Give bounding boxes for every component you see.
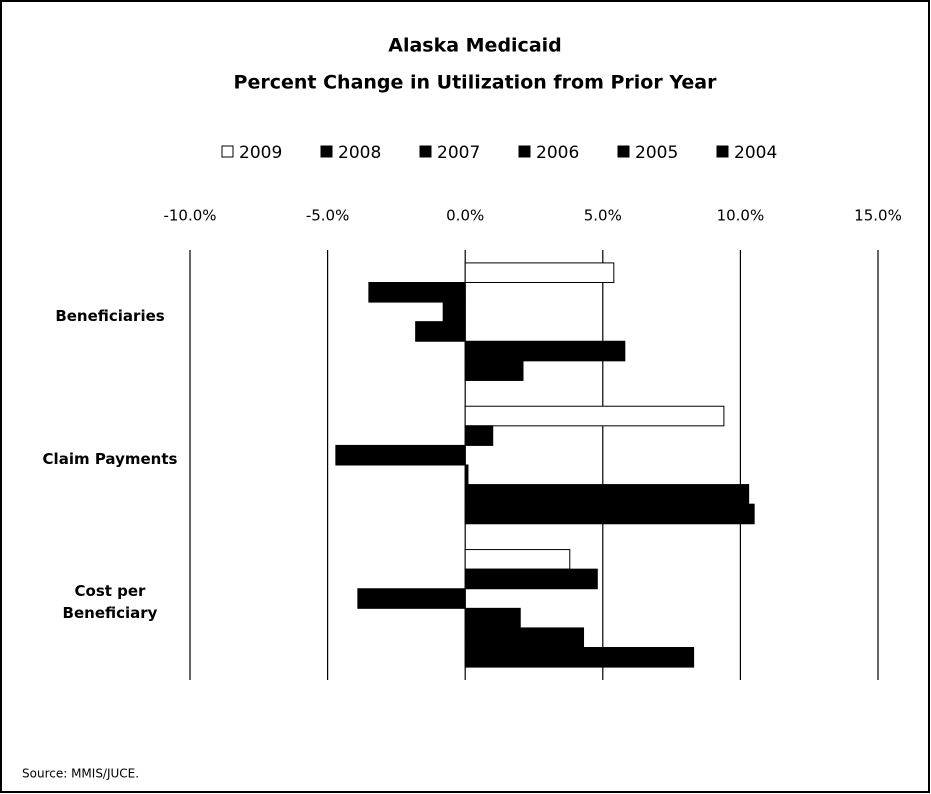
legend-label: 2008 — [338, 143, 381, 163]
bar — [464, 360, 524, 381]
x-tick-label: 15.0% — [854, 207, 902, 225]
legend-swatch — [419, 145, 432, 158]
bar — [464, 340, 626, 362]
legend-swatch — [221, 145, 234, 158]
bar — [464, 607, 521, 629]
bar — [464, 549, 571, 570]
category-label: Beneficiaries — [55, 306, 165, 325]
bar — [442, 301, 466, 323]
legend-swatch — [716, 145, 729, 158]
x-tick-label: 0.0% — [446, 207, 484, 225]
x-tick-label: -10.0% — [163, 207, 216, 225]
legend-label: 2004 — [734, 143, 777, 163]
bar — [464, 464, 469, 486]
bar — [415, 321, 466, 342]
bar — [464, 568, 598, 590]
legend-label: 2009 — [239, 143, 282, 163]
category-label: Cost per Beneficiary — [62, 582, 158, 623]
bar — [357, 588, 466, 609]
legend-label: 2006 — [536, 143, 579, 163]
bar — [368, 281, 466, 303]
legend-swatch — [617, 145, 630, 158]
bar — [464, 484, 750, 505]
bar — [464, 425, 494, 446]
x-tick-label: -5.0% — [306, 207, 350, 225]
category-label: Claim Payments — [42, 450, 178, 468]
chart-title: Alaska Medicaid — [388, 35, 562, 57]
bar — [335, 444, 466, 466]
bar — [464, 503, 755, 525]
bar — [464, 405, 725, 427]
chart-subtitle: Percent Change in Utilization from Prior… — [234, 72, 718, 94]
bar — [464, 647, 695, 668]
legend-swatch — [320, 145, 333, 158]
bar — [464, 262, 615, 283]
x-tick-label: 10.0% — [717, 207, 765, 225]
x-tick-label: 5.0% — [584, 207, 622, 225]
legend-label: 2005 — [635, 143, 678, 163]
bar — [464, 627, 585, 649]
legend-swatch — [518, 145, 531, 158]
legend-label: 2007 — [437, 143, 480, 163]
source: Source: MMIS/JUCE. — [22, 767, 139, 781]
